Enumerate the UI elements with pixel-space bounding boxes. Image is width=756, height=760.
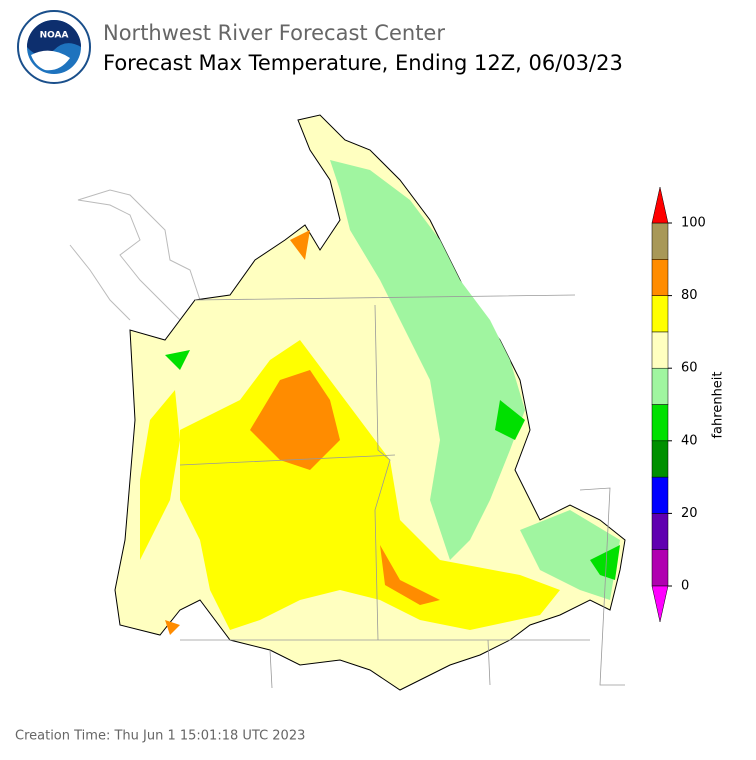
colorbar-segment (651, 440, 669, 478)
colorbar-segment (651, 367, 669, 405)
colorbar-tick-label: 40 (681, 433, 698, 448)
colorbar-segment (651, 222, 669, 260)
colorbar-under (651, 585, 669, 623)
subtitle: Forecast Max Temperature, Ending 12Z, 06… (103, 51, 623, 75)
noaa-logo: NOAA (17, 10, 91, 84)
map (69, 114, 626, 691)
svg-text:NOAA: NOAA (40, 31, 69, 41)
colorbar-tick-label: 20 (681, 506, 698, 521)
colorbar-segment (651, 331, 669, 369)
creation-time: Creation Time: Thu Jun 1 15:01:18 UTC 20… (15, 729, 305, 744)
colorbar: 0 20 40 60 80 100 (651, 186, 706, 623)
colorbar-segment (651, 259, 669, 296)
title: Northwest River Forecast Center (103, 21, 445, 45)
colorbar-tick-label: 100 (681, 216, 706, 231)
colorbar-segment (651, 513, 669, 550)
colorbar-segment (651, 476, 669, 514)
colorbar-tick-label: 60 (681, 361, 698, 376)
colorbar-tick-label: 0 (681, 579, 689, 594)
colorbar-tick-label: 80 (681, 288, 698, 303)
colorbar-segment (651, 295, 669, 333)
colorbar-segment (651, 404, 669, 442)
colorbar-over (651, 186, 669, 224)
colorbar-label: fahrenheit (711, 371, 726, 438)
colorbar-segment (651, 549, 669, 587)
